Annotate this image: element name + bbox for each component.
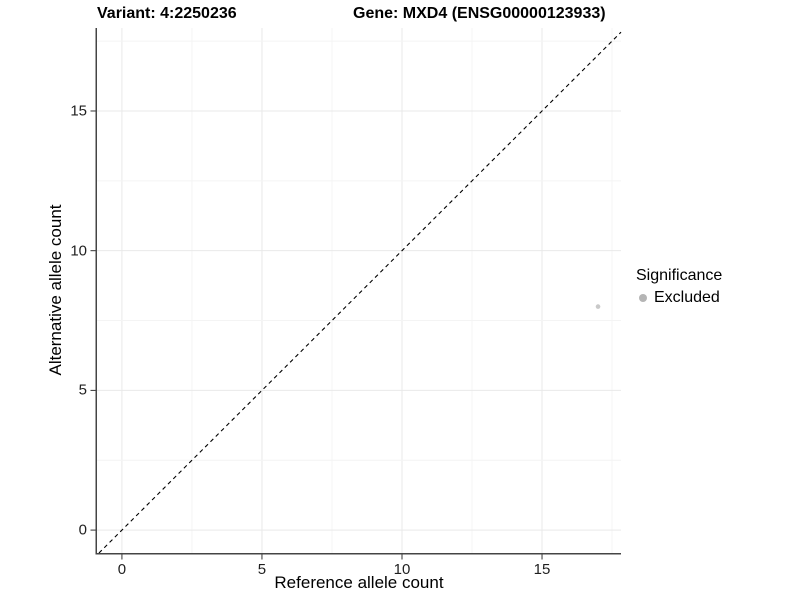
legend: Significance Excluded xyxy=(636,266,722,307)
identity-line xyxy=(98,31,622,554)
x-tick-label: 0 xyxy=(117,561,127,578)
legend-entry: Excluded xyxy=(639,289,722,307)
legend-title: Significance xyxy=(636,267,723,284)
y-tick-label: 5 xyxy=(78,381,87,399)
y-tick-label: 10 xyxy=(70,242,87,260)
data-point xyxy=(595,304,601,309)
x-tick-label: 5 xyxy=(257,561,267,578)
legend-entry-label: Excluded xyxy=(654,289,720,306)
x-tick-label: 15 xyxy=(533,561,551,578)
x-tick-label: 10 xyxy=(393,561,411,578)
gene-title: Gene: MXD4 (ENSG00000123933) xyxy=(353,5,606,22)
y-tick-label: 0 xyxy=(78,521,87,539)
x-axis-title: Reference allele count xyxy=(274,573,444,592)
legend-point-icon xyxy=(639,294,647,302)
variant-title: Variant: 4:2250236 xyxy=(97,5,237,22)
plot-area xyxy=(90,28,622,560)
y-tick-label: 15 xyxy=(70,102,87,120)
y-axis-title: Alternative allele count xyxy=(46,204,65,376)
